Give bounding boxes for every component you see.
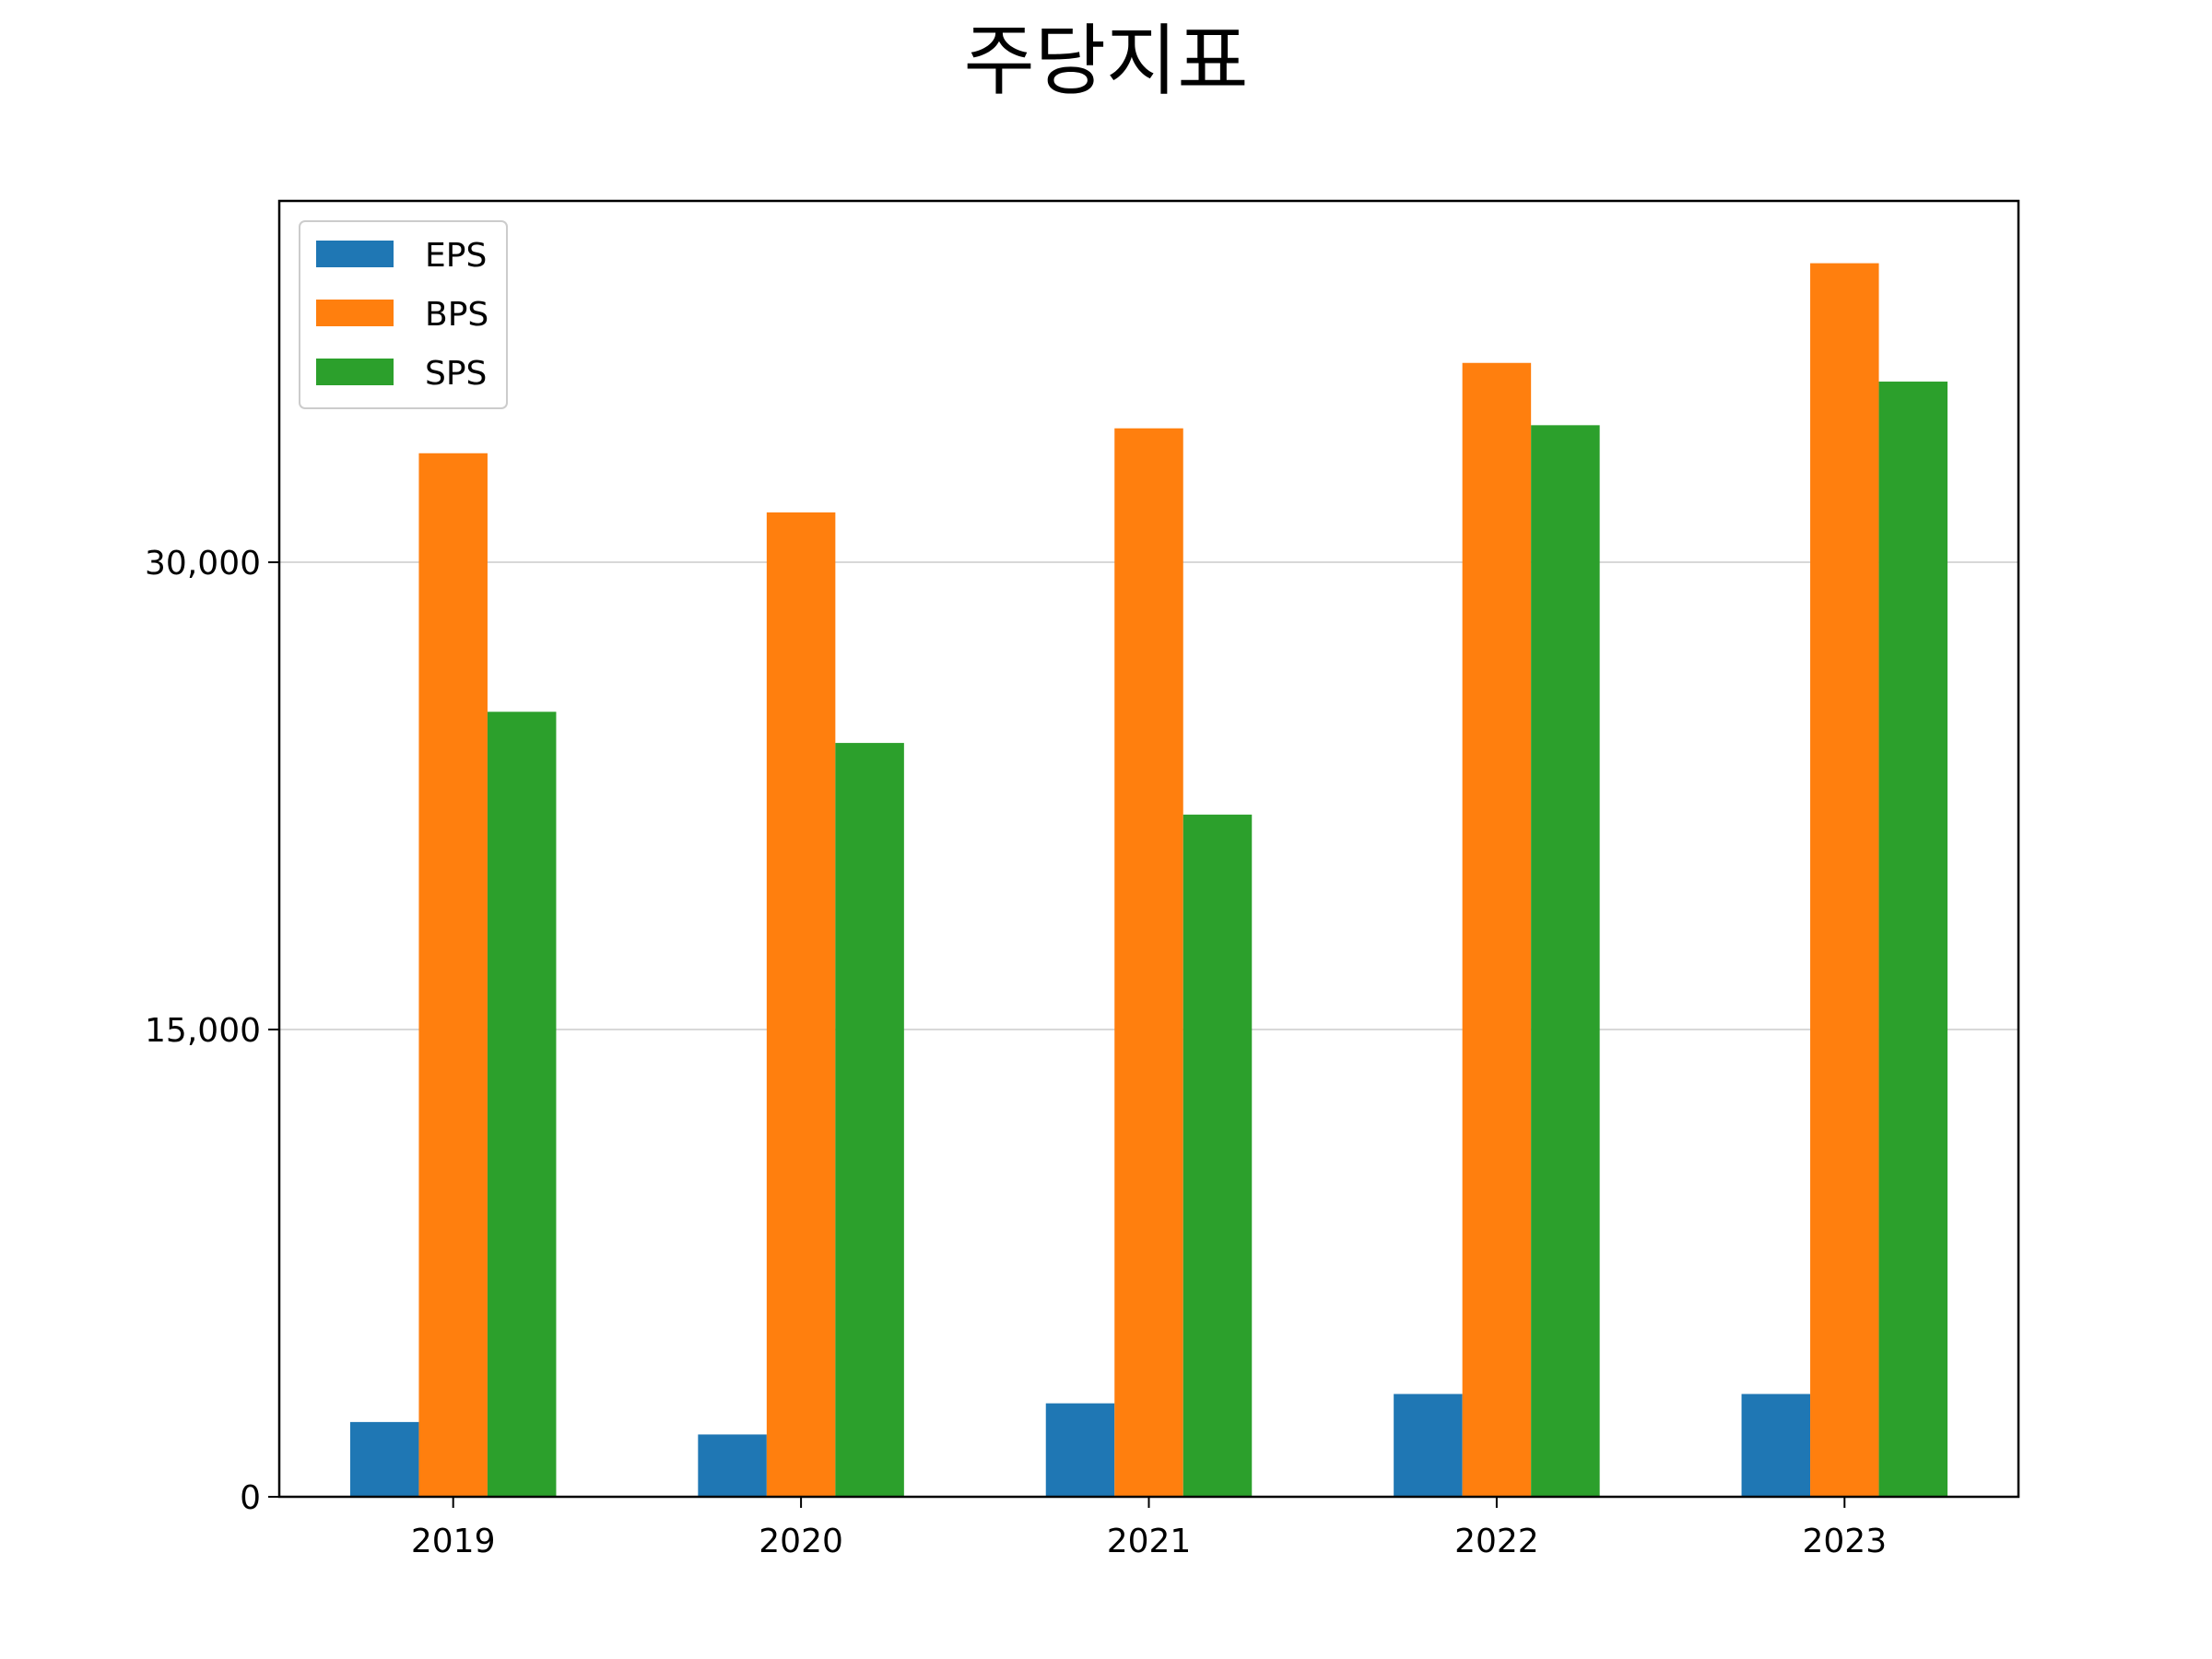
legend-swatch-eps: [316, 241, 394, 267]
x-tick-label: 2023: [1802, 1523, 1887, 1560]
bar-bps-2019: [418, 453, 488, 1498]
legend-label-sps: SPS: [425, 355, 487, 393]
bar-eps-2020: [698, 1434, 767, 1497]
bar-eps-2021: [1045, 1403, 1115, 1497]
bar-sps-2022: [1531, 425, 1600, 1497]
bars: [349, 263, 1948, 1498]
y-axis: 0 15,000 30,000: [145, 545, 279, 1517]
bar-bps-2021: [1114, 428, 1183, 1497]
bar-eps-2019: [349, 1421, 419, 1497]
bar-eps-2023: [1741, 1394, 1811, 1497]
bar-bps-2023: [1810, 263, 1879, 1497]
bar-eps-2022: [1394, 1394, 1463, 1497]
legend-swatch-bps: [316, 300, 394, 326]
x-tick-label: 2021: [1107, 1523, 1192, 1560]
legend-label-bps: BPS: [425, 296, 488, 334]
bar-sps-2021: [1182, 814, 1253, 1497]
y-tick-label: 0: [240, 1479, 261, 1517]
x-tick-label: 2019: [411, 1523, 496, 1560]
y-tick-label: 15,000: [145, 1012, 261, 1050]
bar-bps-2022: [1462, 362, 1532, 1497]
legend-label-eps: EPS: [425, 237, 487, 275]
legend-swatch-sps: [316, 359, 394, 385]
bar-sps-2020: [835, 743, 904, 1497]
chart-title: 주당지표: [963, 16, 1248, 106]
bar-sps-2023: [1878, 382, 1948, 1498]
x-axis: 2019 2020 2021 2022 2023: [411, 1497, 1887, 1560]
x-tick-label: 2022: [1454, 1523, 1539, 1560]
legend: EPS BPS SPS: [299, 220, 508, 409]
bar-bps-2020: [766, 512, 836, 1498]
y-tick-label: 30,000: [145, 545, 261, 582]
bar-sps-2019: [487, 712, 557, 1497]
x-tick-label: 2020: [759, 1523, 843, 1560]
